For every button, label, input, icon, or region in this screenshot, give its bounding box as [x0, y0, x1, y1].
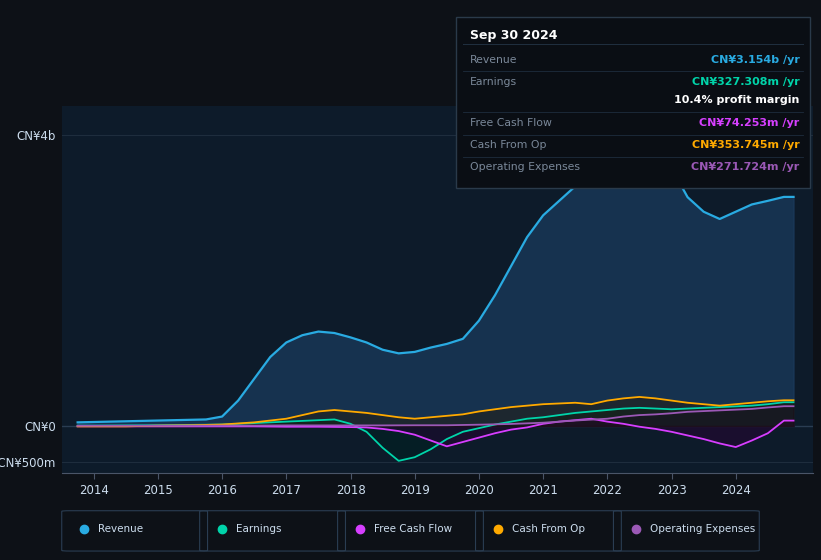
Text: CN¥3.154b /yr: CN¥3.154b /yr	[711, 54, 800, 64]
Text: Sep 30 2024: Sep 30 2024	[470, 29, 557, 42]
Text: 10.4% profit margin: 10.4% profit margin	[674, 96, 800, 105]
Text: Revenue: Revenue	[98, 524, 143, 534]
Text: CN¥327.308m /yr: CN¥327.308m /yr	[692, 77, 800, 87]
Text: Free Cash Flow: Free Cash Flow	[470, 118, 552, 128]
Text: CN¥74.253m /yr: CN¥74.253m /yr	[699, 118, 800, 128]
FancyBboxPatch shape	[456, 17, 810, 188]
Text: Cash From Op: Cash From Op	[470, 140, 546, 150]
Text: Earnings: Earnings	[470, 77, 517, 87]
Text: Operating Expenses: Operating Expenses	[649, 524, 755, 534]
Text: Free Cash Flow: Free Cash Flow	[374, 524, 452, 534]
Text: Cash From Op: Cash From Op	[511, 524, 585, 534]
Text: Revenue: Revenue	[470, 54, 517, 64]
Text: CN¥271.724m /yr: CN¥271.724m /yr	[691, 162, 800, 172]
Text: Earnings: Earnings	[236, 524, 282, 534]
Text: Operating Expenses: Operating Expenses	[470, 162, 580, 172]
Text: CN¥353.745m /yr: CN¥353.745m /yr	[692, 140, 800, 150]
